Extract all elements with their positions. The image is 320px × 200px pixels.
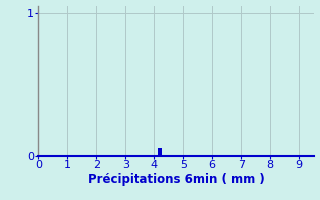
Bar	[158, 148, 162, 156]
X-axis label: Précipitations 6min ( mm ): Précipitations 6min ( mm )	[88, 173, 264, 186]
